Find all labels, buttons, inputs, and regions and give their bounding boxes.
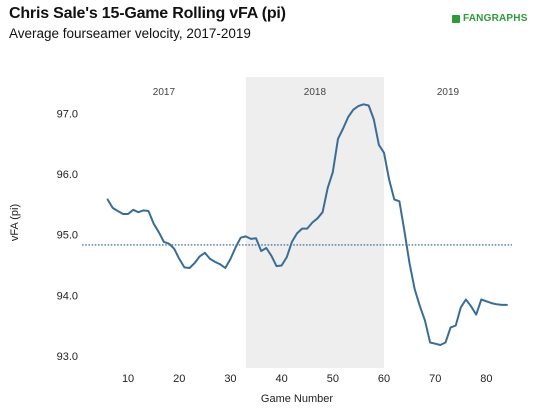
y-tick-label: 96.0 (57, 169, 78, 181)
y-axis-label: vFA (pi) (9, 204, 21, 241)
x-axis-label: Game Number (261, 393, 333, 405)
segment-labels: 2017 2018 2019 (153, 87, 460, 98)
y-tick-label: 95.0 (57, 230, 78, 242)
x-tick-label: 80 (480, 373, 492, 385)
segment-label-2019: 2019 (437, 87, 460, 98)
fangraphs-logo: FANGRAPHS (452, 13, 528, 24)
segment-bands (245, 77, 385, 368)
x-tick-label: 50 (327, 373, 339, 385)
y-axis-ticks: 93.0 94.0 95.0 96.0 97.0 (57, 108, 78, 363)
y-tick-label: 93.0 (57, 351, 78, 363)
y-tick-label: 94.0 (57, 290, 78, 302)
logo-text: FANGRAPHS (463, 13, 528, 24)
y-tick-label: 97.0 (57, 108, 78, 120)
x-tick-label: 10 (122, 373, 134, 385)
x-tick-label: 20 (173, 373, 185, 385)
segment-band-2018 (245, 77, 385, 368)
series-layer (106, 103, 508, 346)
x-tick-label: 60 (378, 373, 390, 385)
chart-subtitle: Average fourseamer velocity, 2017-2019 (9, 26, 251, 41)
chart-title: Chris Sale's 15-Game Rolling vFA (pi) (9, 5, 286, 22)
segment-label-2017: 2017 (153, 87, 176, 98)
series-line-0 (106, 103, 508, 346)
segment-label-2018: 2018 (304, 87, 327, 98)
x-tick-label: 40 (276, 373, 288, 385)
x-axis-ticks: 10 20 30 40 50 60 70 80 (122, 373, 493, 385)
x-tick-label: 70 (429, 373, 441, 385)
logo-mark-icon (452, 14, 460, 23)
x-tick-label: 30 (224, 373, 236, 385)
